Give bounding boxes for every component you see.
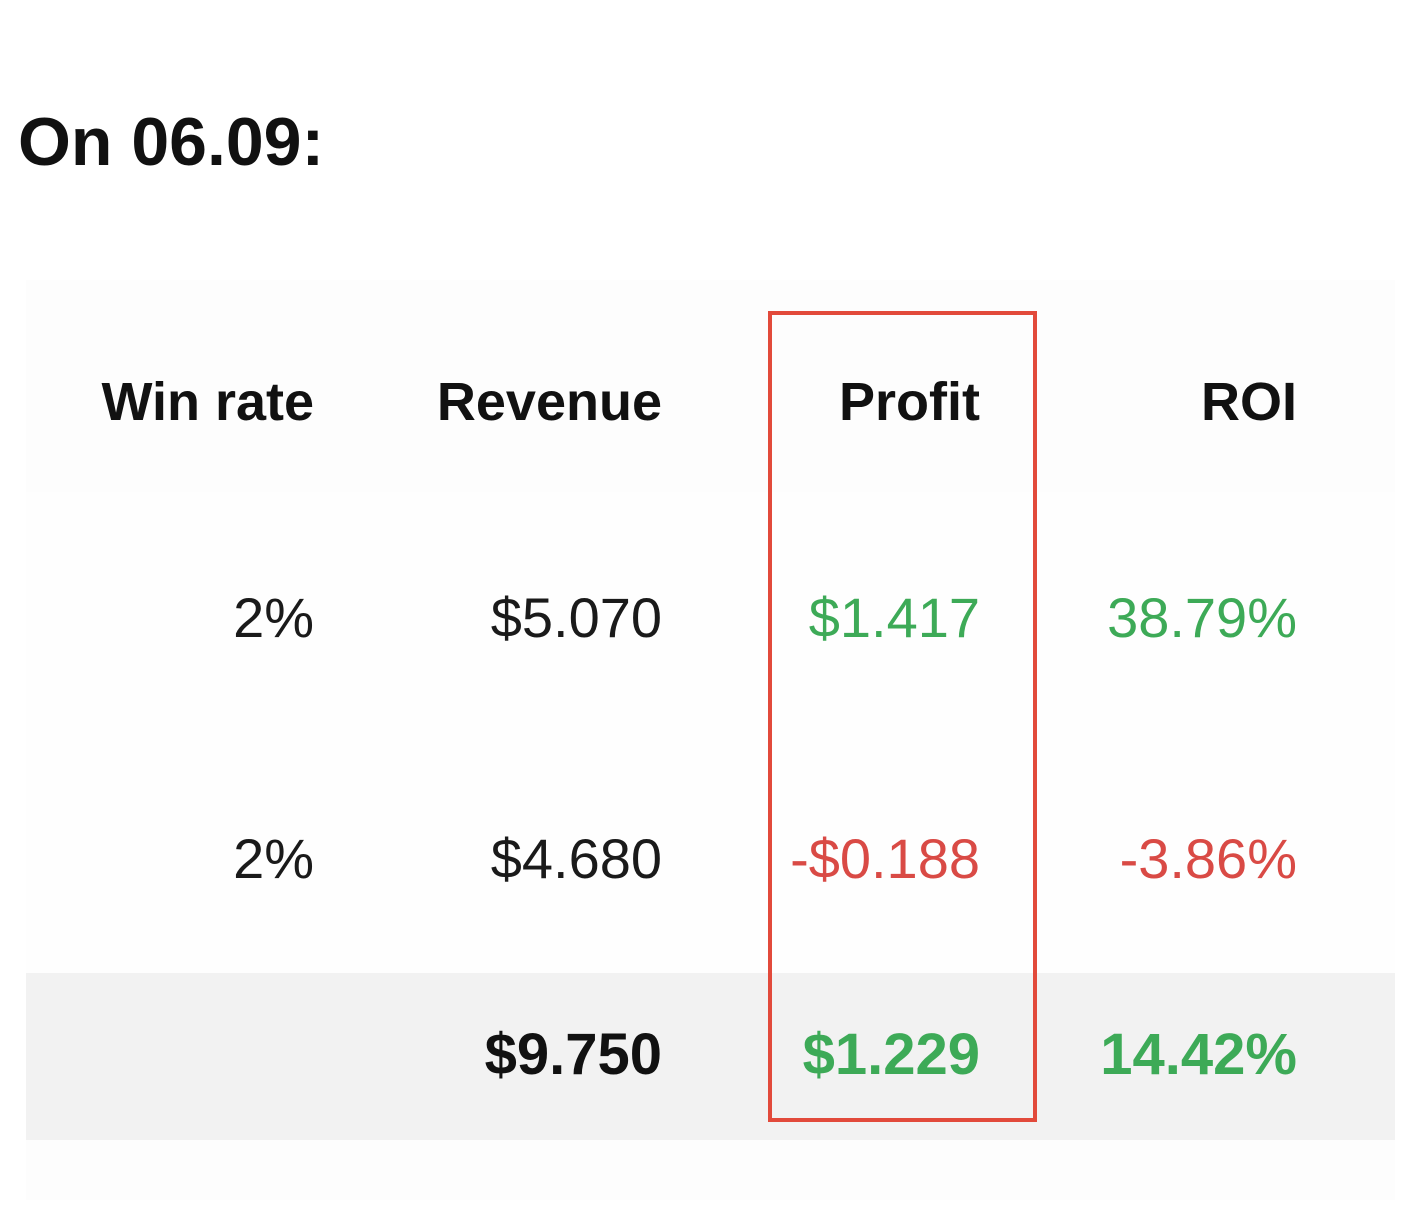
roi-cell: 38.79%	[1107, 586, 1297, 649]
column-header-revenue: Revenue	[436, 372, 662, 432]
column-header-profit: Profit	[839, 372, 980, 432]
total-revenue-cell: $9.750	[484, 1022, 662, 1087]
total-profit-cell: $1.229	[802, 1022, 980, 1087]
profit-cell: -$0.188	[790, 827, 980, 890]
profit-cell: $1.417	[808, 586, 980, 649]
results-table: Win rate Revenue Profit ROI 2% $5.070 $1…	[26, 280, 1395, 1200]
win-rate-cell: 2%	[233, 827, 314, 890]
table-row: 2% $4.680 -$0.188 -3.86%	[26, 733, 1395, 974]
roi-cell: -3.86%	[1119, 827, 1297, 890]
win-rate-cell: 2%	[233, 586, 314, 649]
page-title: On 06.09:	[18, 104, 325, 180]
revenue-cell: $5.070	[490, 586, 662, 649]
column-header-win-rate: Win rate	[101, 372, 314, 432]
revenue-cell: $4.680	[490, 827, 662, 890]
total-roi-cell: 14.42%	[1100, 1022, 1297, 1087]
table-header-row: Win rate Revenue Profit ROI	[26, 280, 1395, 495]
table-row: 2% $5.070 $1.417 38.79%	[26, 492, 1395, 735]
column-header-roi: ROI	[1200, 372, 1297, 432]
table-total-row: $9.750 $1.229 14.42%	[26, 973, 1395, 1140]
